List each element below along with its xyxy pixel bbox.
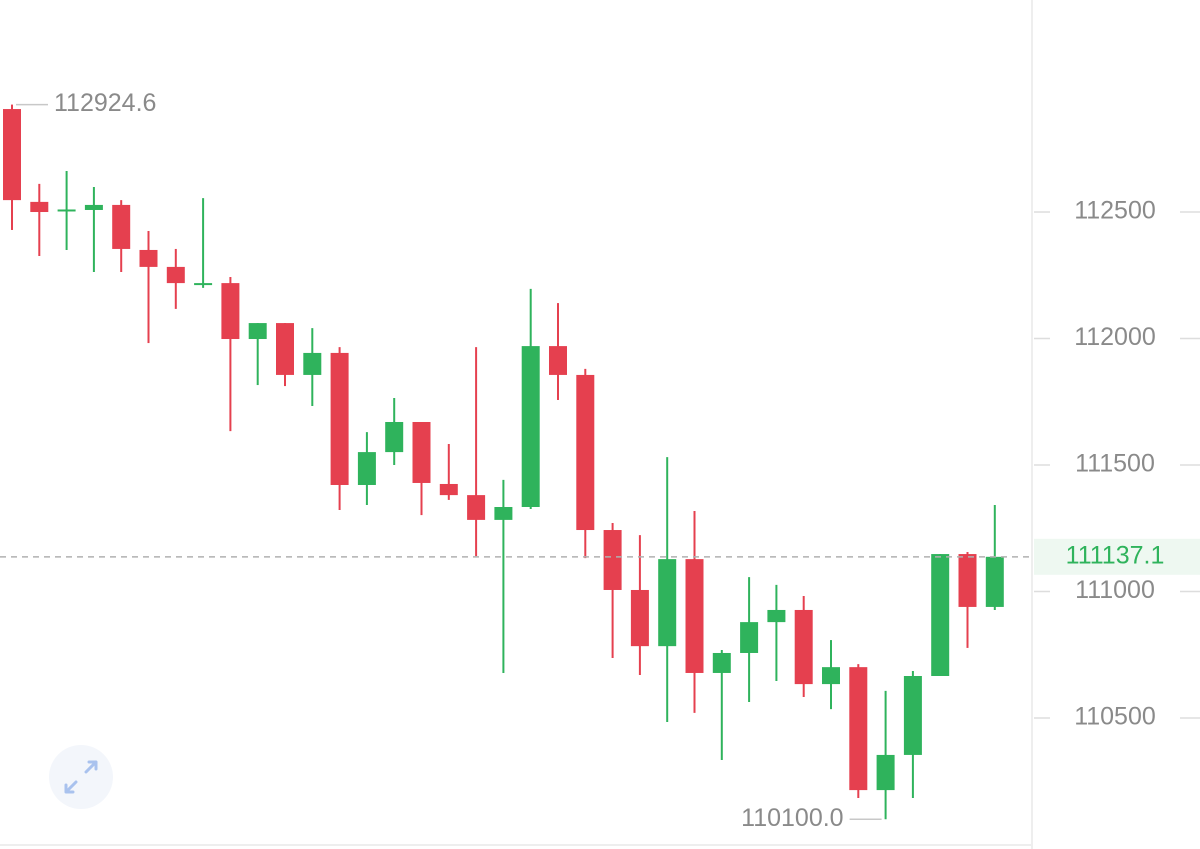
candle-body <box>112 204 131 249</box>
candle-body <box>57 209 76 212</box>
low-marker-label: 110100.0 <box>741 804 843 832</box>
candle-body <box>303 352 322 375</box>
y-tick-label: 112000 <box>1074 323 1156 351</box>
candle-body <box>958 554 977 607</box>
expand-button[interactable] <box>49 745 113 809</box>
candle-body <box>849 667 868 791</box>
candle-body <box>84 204 103 210</box>
candle-body <box>412 421 431 483</box>
candle-body <box>658 559 677 647</box>
last-price-bg <box>1034 538 1200 575</box>
candle-body <box>685 559 704 673</box>
candle-body <box>467 495 486 520</box>
candle-body <box>221 283 240 340</box>
expand-icon[interactable] <box>64 760 98 794</box>
y-tick-label: 111000 <box>1075 576 1155 604</box>
candle-body <box>549 346 567 375</box>
y-tick-label: 110500 <box>1074 703 1156 731</box>
candle-body <box>740 622 759 653</box>
candle-body <box>876 754 895 791</box>
y-tick-label: 112500 <box>1074 197 1156 225</box>
candle-body <box>30 201 49 213</box>
candle-body <box>330 352 349 485</box>
candle-body <box>630 589 649 647</box>
candle-body <box>767 609 786 623</box>
candle-body <box>439 483 458 496</box>
y-tick-label: 111500 <box>1075 450 1155 478</box>
high-marker-label: 112924.6 <box>54 89 156 117</box>
candle-body <box>931 554 950 676</box>
candle-body <box>794 609 813 685</box>
candle-body <box>385 421 404 453</box>
candle-body <box>357 452 376 485</box>
candle-body <box>576 374 595 531</box>
candle-body <box>276 323 294 375</box>
candle-body <box>822 667 840 685</box>
candle-body <box>166 266 185 284</box>
candle-body <box>194 283 213 286</box>
candle-body <box>248 323 267 340</box>
candle-body <box>521 346 540 507</box>
candle-body <box>139 249 158 267</box>
candle-body <box>712 652 731 673</box>
candle-body <box>903 676 922 755</box>
candle-body <box>985 556 1004 607</box>
expand-button-bg[interactable] <box>49 745 113 809</box>
candle-body <box>494 507 513 520</box>
candle-body <box>3 109 21 201</box>
last-price-label: 111137.1 <box>1066 541 1165 569</box>
candle-body <box>603 530 622 590</box>
